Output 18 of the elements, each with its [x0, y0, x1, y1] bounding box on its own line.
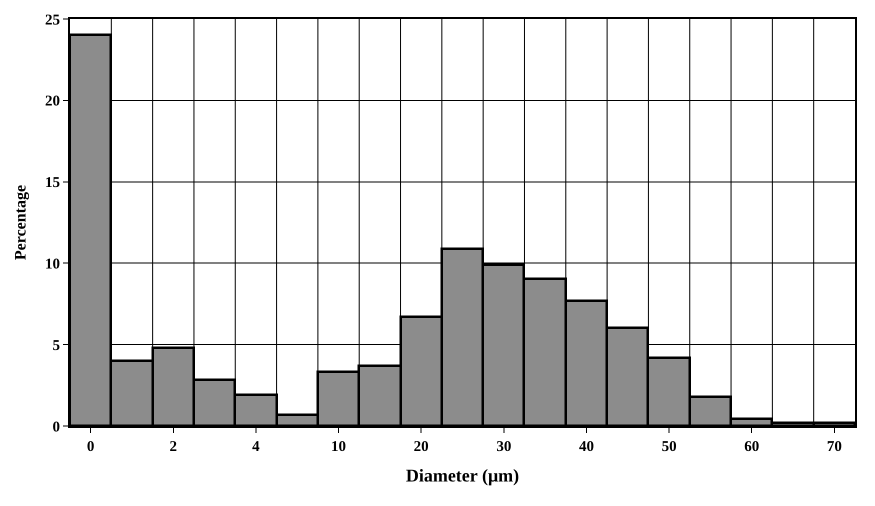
y-axis-title: Percentage — [12, 184, 30, 260]
x-tick-label: 0 — [86, 439, 94, 455]
x-tick-label: 70 — [826, 439, 842, 455]
y-tick-label: 5 — [52, 338, 60, 354]
x-tick-label: 30 — [496, 439, 512, 455]
x-tick-label: 10 — [331, 439, 346, 455]
x-tick-label: 40 — [578, 439, 594, 455]
y-tick-label: 0 — [52, 419, 60, 436]
y-tick-label: 15 — [45, 175, 60, 192]
x-tick-label: 60 — [744, 439, 760, 455]
y-tick-label: 10 — [45, 256, 60, 272]
x-tick-label: 20 — [414, 439, 429, 455]
y-tick-label: 20 — [45, 94, 60, 110]
y-tick-label: 25 — [45, 12, 60, 28]
x-tick-label: 4 — [252, 439, 260, 455]
x-tick-label: 50 — [662, 439, 677, 455]
x-tick-label: 2 — [170, 439, 178, 455]
x-axis-title: Diameter (μm) — [406, 466, 520, 486]
